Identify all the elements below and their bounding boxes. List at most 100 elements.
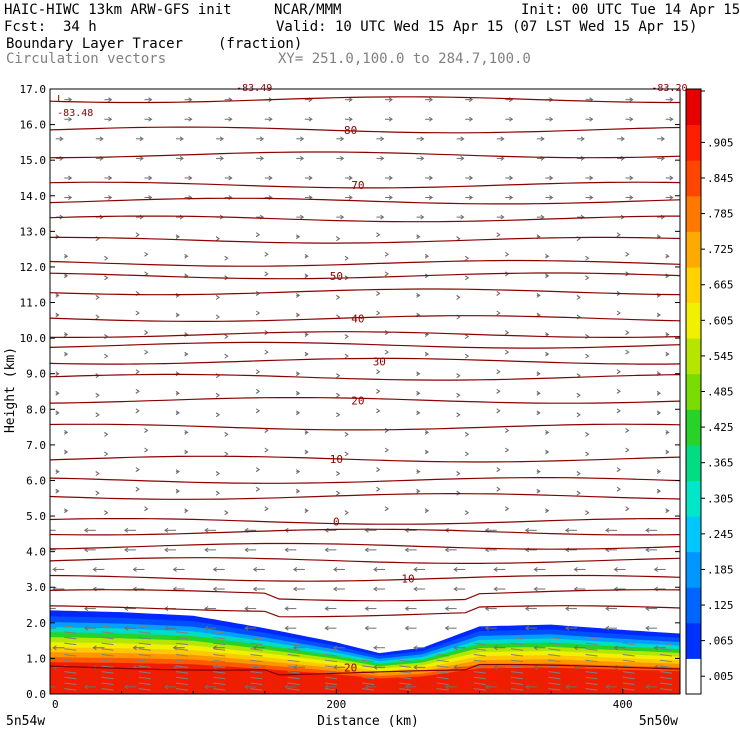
vector-head	[304, 332, 309, 337]
tracer-field	[50, 610, 680, 694]
vector-head	[252, 567, 258, 572]
vector-head	[175, 234, 180, 240]
vector-streak	[138, 625, 151, 629]
vector-head	[336, 412, 341, 418]
vector-head	[416, 469, 421, 474]
vector-head	[625, 447, 630, 453]
colorbar-swatch	[686, 373, 701, 410]
vector-head	[669, 97, 674, 103]
vector-head	[108, 175, 113, 181]
vector-head	[456, 294, 461, 300]
vector-head	[333, 586, 338, 592]
vector-head	[215, 471, 220, 476]
vector-head	[215, 294, 220, 300]
vector-head	[45, 607, 48, 611]
vector-head	[456, 471, 461, 476]
vector-head	[404, 684, 409, 690]
vector-head	[468, 195, 474, 200]
vector-head	[184, 449, 189, 455]
vector-streak	[324, 648, 337, 651]
vector-streak	[101, 636, 114, 640]
vector-streak	[399, 659, 412, 663]
vector-head	[215, 412, 220, 418]
vector-head	[384, 447, 389, 453]
vector-head	[456, 412, 461, 418]
vector-head	[292, 567, 298, 572]
vector-head	[376, 232, 381, 238]
vector-head	[496, 388, 501, 394]
vector-head	[184, 253, 189, 259]
y-tick-label: 2.0	[26, 617, 46, 630]
vector-head	[536, 371, 541, 377]
vector-head	[453, 645, 458, 651]
y-tick-label: 3.0	[26, 581, 46, 594]
model-title: HAIC-HIWC 13km ARW-GFS init	[4, 2, 232, 18]
isotherm-line	[50, 331, 680, 338]
vector-head	[468, 97, 474, 103]
vector-streak	[399, 665, 412, 668]
vector-head	[404, 547, 409, 553]
vector-streak	[213, 648, 226, 651]
vector-head	[52, 567, 57, 572]
vector-streak	[473, 688, 486, 691]
vector-head	[135, 388, 140, 394]
vector-head	[228, 175, 233, 181]
vector-head	[509, 175, 514, 181]
vector-head	[92, 567, 97, 572]
vector-streak	[175, 659, 189, 663]
vector-head	[373, 567, 378, 572]
vector-streak	[436, 654, 449, 657]
colorbar-label: .785	[707, 208, 734, 221]
vector-streak	[362, 676, 375, 680]
vector-head	[656, 390, 661, 396]
vector-streak	[659, 654, 673, 657]
vector-head	[665, 253, 670, 259]
vector-head	[565, 625, 570, 631]
vector-head	[215, 236, 220, 242]
vector-head	[460, 155, 465, 161]
colorbar-label: .545	[707, 350, 734, 363]
vector-head	[453, 664, 458, 670]
colorbar-swatch	[686, 124, 701, 161]
vector-streak	[213, 654, 226, 657]
vector-head	[244, 547, 249, 553]
vector-head	[616, 467, 621, 472]
vector-streak	[101, 631, 114, 634]
isotherm-line	[50, 215, 680, 223]
vector-streak	[175, 654, 189, 657]
vector-streak	[659, 682, 673, 685]
vector-head	[64, 449, 69, 455]
vector-streak	[622, 654, 635, 657]
vector-streak	[287, 688, 300, 691]
vector-head	[505, 447, 510, 453]
isotherm-line	[50, 542, 680, 550]
vector-streak	[548, 659, 561, 663]
vector-head	[55, 234, 60, 240]
vector-head	[175, 469, 180, 474]
y-tick-label: 12.0	[20, 261, 47, 274]
vector-head	[660, 136, 665, 142]
vector-streak	[101, 665, 114, 668]
vector-head	[344, 334, 349, 339]
isotherm-line	[50, 96, 680, 104]
vector-streak	[64, 625, 77, 629]
isotherm-line	[50, 492, 680, 500]
org-label: NCAR/MMM	[274, 2, 342, 18]
vector-head	[468, 116, 474, 122]
vector-streak	[287, 659, 300, 663]
isotherm-label: 20	[344, 661, 357, 674]
vector-head	[144, 506, 149, 512]
colorbar-swatch	[686, 338, 701, 375]
vector-head	[428, 97, 434, 103]
vector-head	[164, 547, 169, 553]
vector-head	[224, 510, 229, 516]
vector-streak	[175, 631, 189, 634]
vector-streak	[250, 688, 263, 691]
colorbar: .005 .065 .125 .185 .245 .305 .365 .425 .485 .545…	[685, 88, 734, 695]
vector-head	[589, 195, 594, 200]
vector-head	[384, 251, 389, 257]
vector-streak	[138, 654, 151, 657]
vector-head	[565, 684, 570, 690]
vector-streak	[659, 688, 673, 691]
isotherm-line	[50, 197, 680, 205]
